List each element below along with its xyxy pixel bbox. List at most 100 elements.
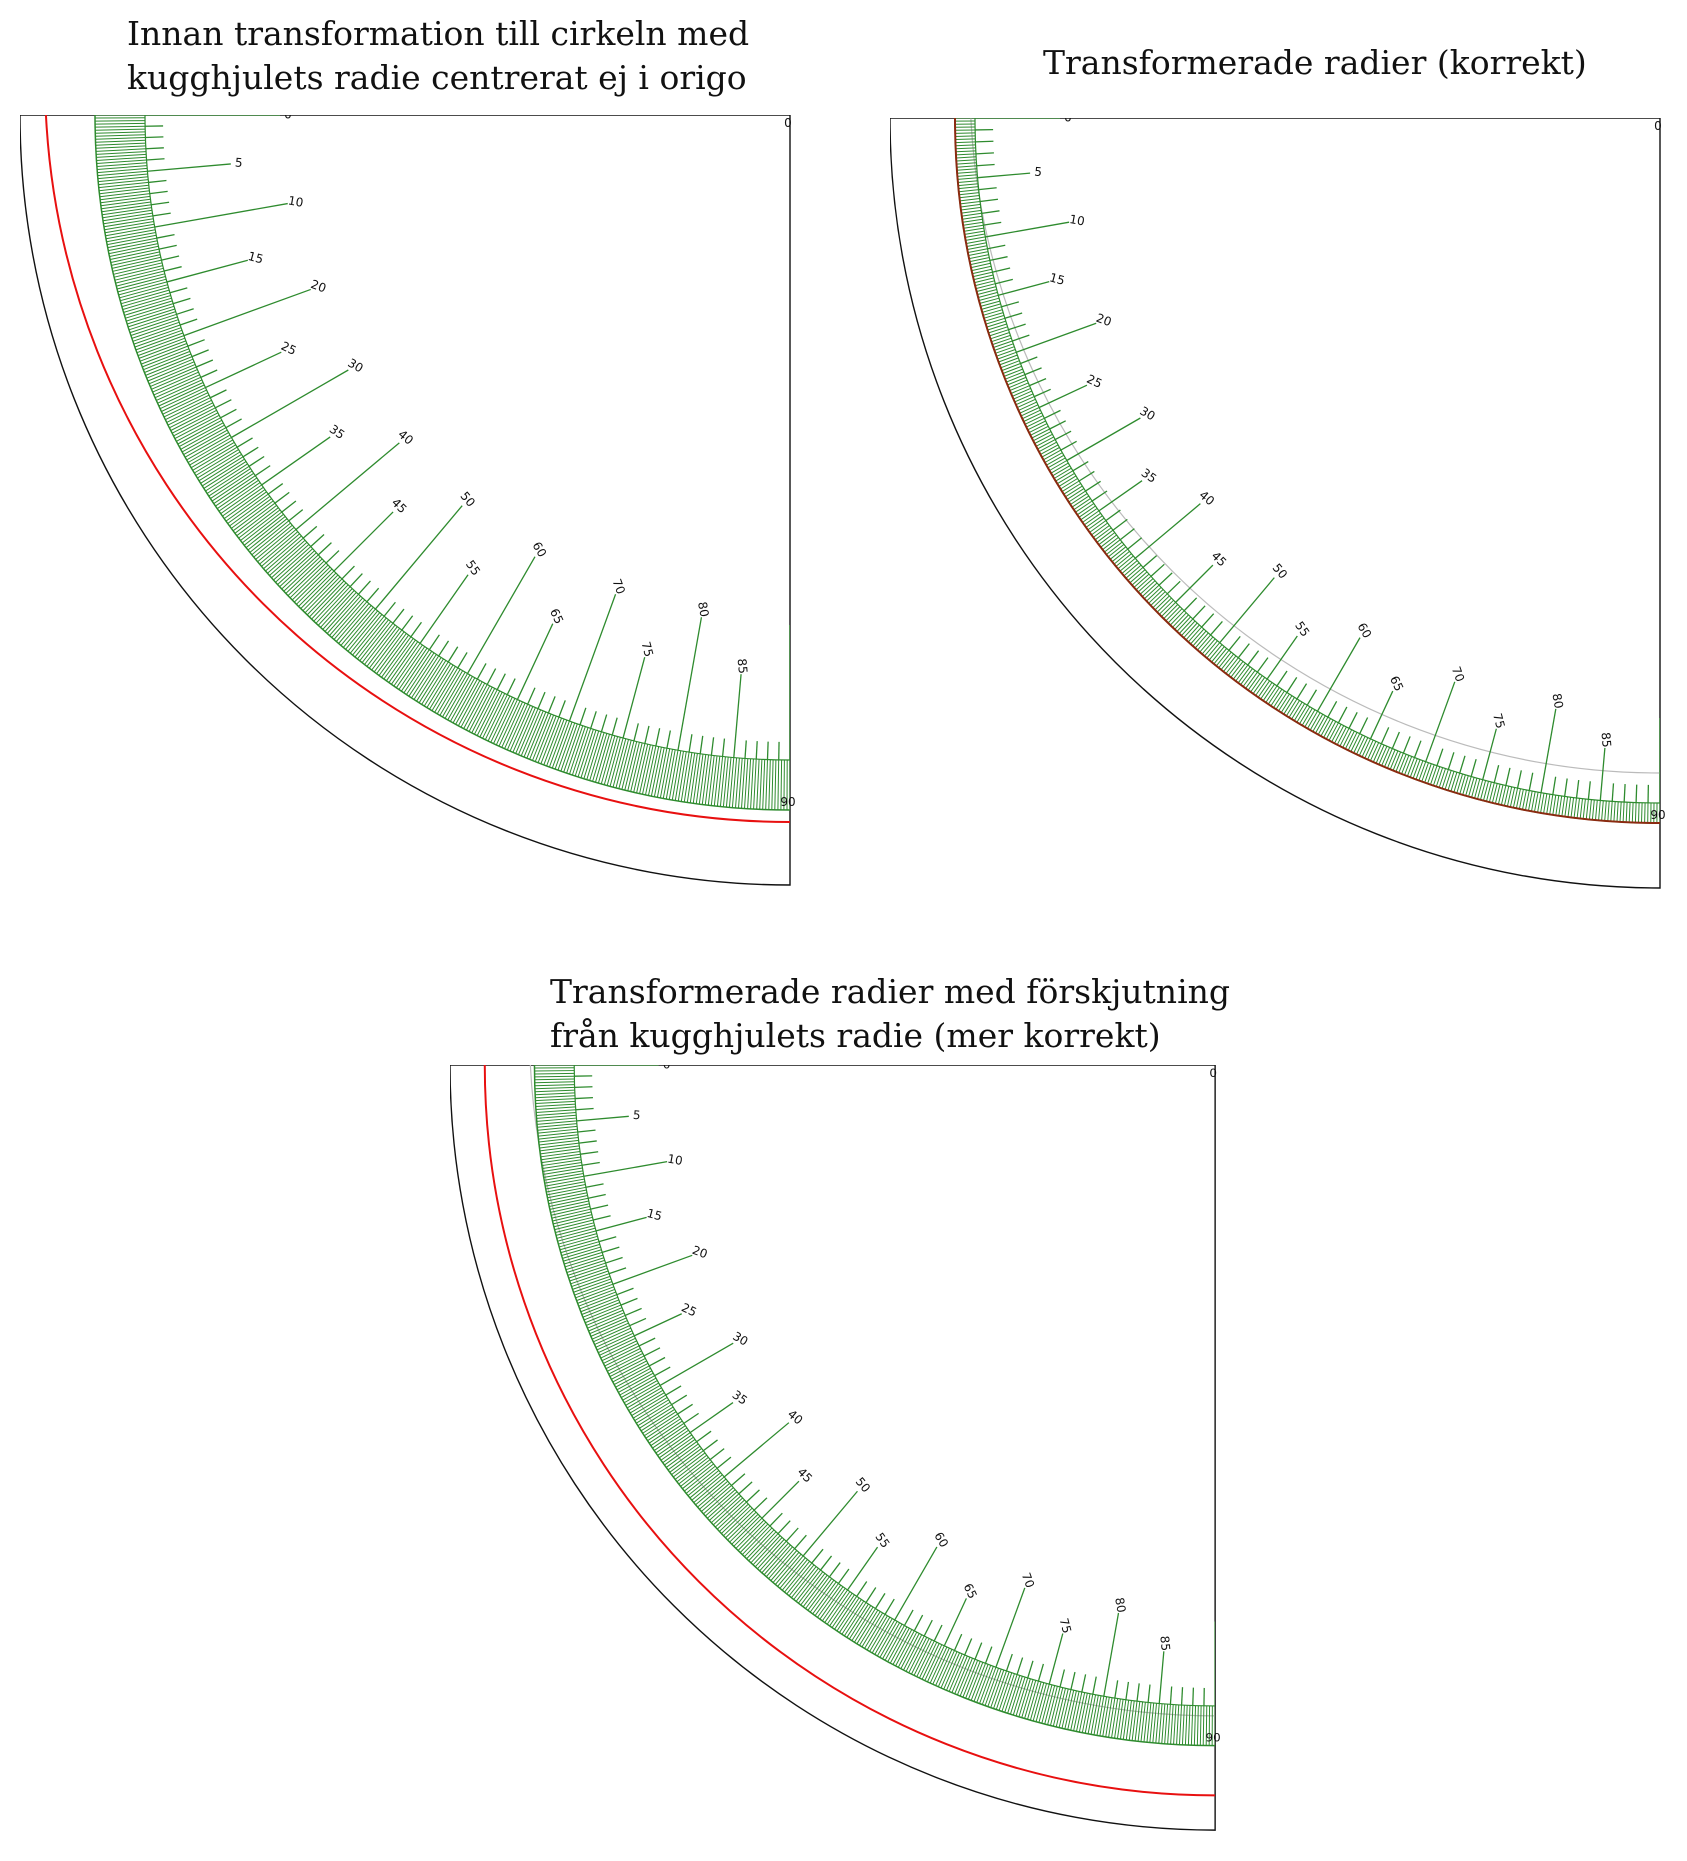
degree-tick — [248, 455, 265, 467]
tick-label-85: 85 — [1598, 732, 1613, 748]
degree-tick — [1142, 555, 1158, 568]
degree-tick — [172, 297, 191, 305]
tick-label-50: 50 — [1270, 561, 1291, 582]
degree-tick — [1001, 301, 1020, 308]
degree-tick — [1219, 577, 1275, 644]
degree-tick — [865, 1587, 877, 1603]
degree-tick — [166, 259, 248, 283]
degree-tick — [761, 1480, 800, 1519]
degree-tick — [154, 202, 288, 228]
degree-tick — [145, 136, 164, 139]
degree-tick — [1105, 509, 1121, 522]
panel-3-title-line-2: från kugghjulets radie (mer korrekt) — [550, 1016, 1161, 1055]
degree-tick — [205, 351, 282, 389]
degree-tick — [176, 308, 194, 315]
degree-tick — [590, 1204, 609, 1210]
degree-tick — [633, 723, 639, 741]
degree-tick — [1127, 537, 1143, 550]
degree-tick — [288, 509, 304, 522]
tick-label-0: 0 — [284, 115, 292, 122]
degree-tick — [1033, 388, 1051, 398]
degree-tick — [583, 1160, 668, 1177]
degree-tick — [1470, 758, 1477, 777]
degree-tick — [1228, 635, 1241, 651]
degree-tick — [975, 140, 994, 143]
degree-tick — [1391, 731, 1400, 749]
degree-tick — [1044, 409, 1061, 419]
degree-tick — [611, 717, 618, 736]
degree-tick — [699, 735, 704, 754]
degree-tick — [666, 730, 672, 749]
degree-tick — [1436, 748, 1444, 766]
degree-tick — [1505, 767, 1511, 786]
degree-tick — [1611, 783, 1615, 802]
degree-tick — [943, 1598, 967, 1647]
degree-tick — [1192, 605, 1206, 620]
degree-tick — [575, 1107, 594, 1111]
tick-label-80: 80 — [1112, 1596, 1128, 1613]
degree-tick — [1020, 356, 1038, 365]
degree-tick — [146, 158, 165, 161]
degree-tick — [608, 1267, 627, 1275]
degree-tick — [183, 288, 311, 337]
tick-label-10: 10 — [666, 1152, 683, 1168]
degree-tick — [341, 565, 355, 580]
degree-tick — [401, 615, 414, 631]
fine-scale-ticks — [534, 1065, 1216, 1746]
degree-tick — [1125, 1681, 1130, 1700]
degree-tick — [466, 556, 536, 674]
degree-tick — [527, 687, 536, 705]
degree-tick — [622, 657, 646, 739]
degree-tick — [1296, 683, 1308, 700]
degree-tick — [169, 287, 188, 294]
degree-tick — [317, 542, 332, 556]
degree-tick — [605, 1256, 623, 1264]
degree-tick — [1169, 1686, 1173, 1705]
panel-3-title-line-1: Transformerade radier med förskjutning — [550, 972, 1230, 1011]
tick-label-20: 20 — [690, 1243, 709, 1261]
tick-label-65: 65 — [1387, 674, 1406, 694]
degree-tick — [215, 399, 232, 409]
degree-tick — [1005, 1653, 1013, 1672]
degree-tick — [537, 691, 546, 709]
degree-tick — [683, 1412, 699, 1424]
degree-tick — [1012, 334, 1030, 342]
degree-tick — [1587, 781, 1591, 800]
degree-tick — [1316, 637, 1361, 712]
degree-tick — [802, 1490, 858, 1557]
degree-tick — [242, 446, 259, 458]
corner-top-label: 0 — [1654, 119, 1662, 133]
degree-tick — [633, 1313, 682, 1337]
degree-tick — [1054, 430, 1072, 441]
degree-tick — [1098, 480, 1143, 512]
degree-tick — [1038, 384, 1088, 409]
degree-tick — [730, 1473, 746, 1486]
degree-tick — [1337, 706, 1348, 724]
degree-tick — [638, 1337, 656, 1347]
degree-tick — [325, 550, 340, 564]
degree-tick — [794, 1534, 807, 1550]
degree-tick — [643, 1347, 661, 1357]
degree-tick — [547, 696, 556, 714]
tick-label-50: 50 — [853, 1475, 873, 1496]
outer-frame — [450, 1065, 1216, 1831]
degree-tick — [671, 1394, 688, 1406]
degree-tick — [1413, 740, 1422, 758]
tick-label-10: 10 — [287, 193, 304, 209]
degree-tick — [593, 1215, 611, 1221]
degree-tick — [200, 369, 218, 378]
degree-tick — [366, 587, 380, 603]
degree-tick — [410, 621, 422, 638]
tick-label-65: 65 — [547, 606, 566, 626]
degree-tick — [506, 678, 516, 696]
degree-tick — [236, 437, 253, 448]
reference-circle — [44, 115, 790, 823]
degree-tick — [777, 1520, 791, 1535]
tick-label-70: 70 — [1019, 1571, 1037, 1590]
degree-tick — [1085, 480, 1101, 492]
degree-tick — [1048, 1633, 1064, 1685]
degree-tick — [438, 640, 450, 657]
tick-label-0: 0 — [1064, 118, 1072, 125]
degree-tick — [677, 617, 703, 751]
fine-scale-ticks — [954, 118, 1660, 824]
